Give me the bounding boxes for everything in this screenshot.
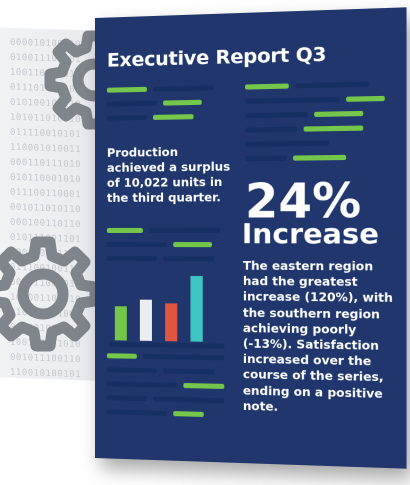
- chart-baseline: [109, 344, 224, 346]
- placeholder-bar: [106, 353, 137, 359]
- placeholder-bar: [106, 115, 147, 121]
- placeholder-bar: [106, 227, 143, 233]
- placeholder-bar: [163, 256, 215, 262]
- region-description: The eastern region had the greatest incr…: [242, 258, 393, 414]
- chart-bar-d: [190, 275, 203, 342]
- placeholder-bar: [244, 140, 330, 147]
- placeholder-bar: [244, 83, 289, 90]
- executive-report-card: Executive Report Q3 Production achieved …: [95, 7, 407, 469]
- placeholder-bar: [244, 96, 340, 104]
- placeholder-bar: [106, 256, 157, 262]
- chart-bar-b: [139, 299, 152, 341]
- placeholder-bar: [163, 368, 215, 375]
- placeholder-bar: [106, 381, 178, 388]
- placeholder-bar: [106, 242, 168, 248]
- placeholder-bar: [152, 85, 215, 92]
- placeholder-bar: [244, 126, 298, 133]
- placeholder-bar: [163, 99, 202, 106]
- placeholder-bar: [152, 396, 225, 404]
- placeholder-bar: [106, 86, 147, 93]
- bar-chart: [105, 275, 232, 366]
- placeholder-bar: [148, 227, 221, 233]
- placeholder-bar: [106, 395, 147, 402]
- chart-bar-c: [165, 303, 178, 342]
- placeholder-bar: [173, 242, 212, 248]
- placeholder-bar: [183, 382, 225, 389]
- placeholder-bar: [106, 409, 168, 416]
- placeholder-bar: [314, 110, 364, 117]
- placeholder-bar: [173, 411, 204, 417]
- gear-icon-lower: [0, 236, 101, 352]
- placeholder-bar: [244, 155, 287, 162]
- report-title: Executive Report Q3: [106, 43, 327, 72]
- placeholder-bar: [152, 114, 194, 120]
- placeholder-bar: [295, 81, 370, 89]
- placeholder-bar: [244, 111, 308, 119]
- increase-label: Increase: [241, 218, 379, 251]
- placeholder-bar: [293, 154, 347, 161]
- placeholder-bar: [346, 95, 385, 102]
- placeholder-bar: [303, 125, 364, 132]
- placeholder-bar: [106, 367, 157, 374]
- chart-bar-a: [114, 306, 127, 341]
- placeholder-bar: [106, 100, 157, 107]
- production-summary: Production achieved a surplus of 10,022 …: [106, 144, 231, 205]
